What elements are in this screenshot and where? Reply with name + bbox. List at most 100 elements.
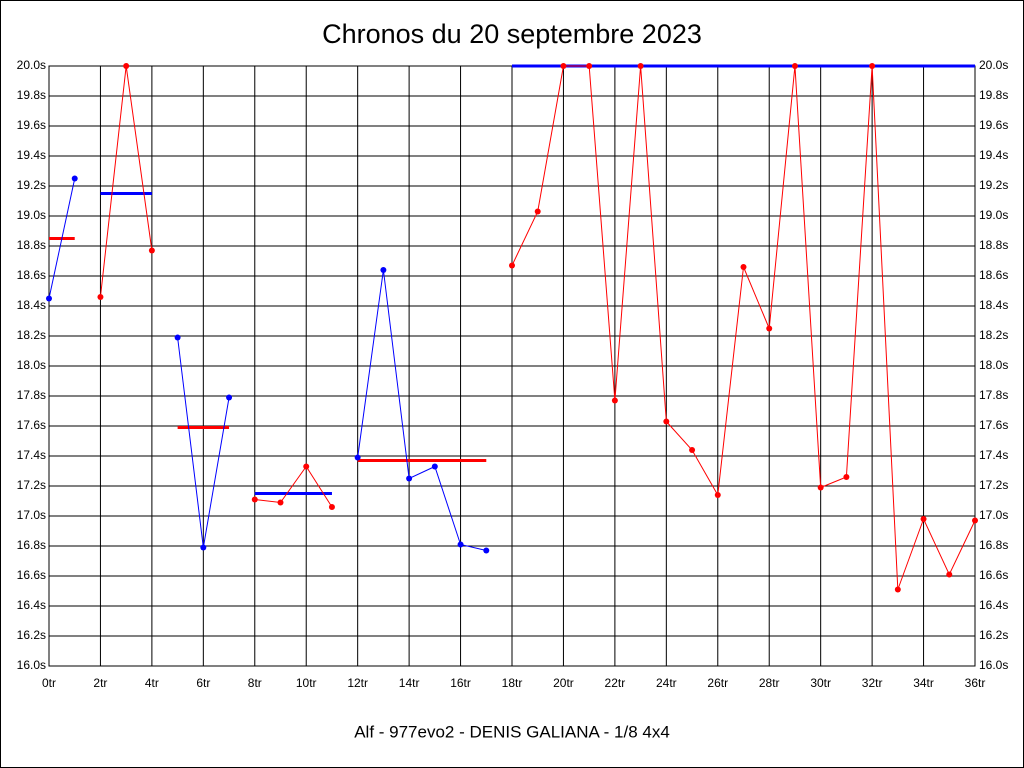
point [457,541,464,548]
y-tick-label: 18.4s [17,298,46,312]
point [354,454,361,461]
y-tick-label-right: 16.6s [979,568,1008,582]
x-tick-label: 12tr [347,676,368,690]
y-tick-label: 17.6s [17,418,46,432]
y-tick-label-right: 18.0s [979,358,1008,372]
point [586,63,593,69]
point [689,447,696,453]
y-tick-label: 19.8s [17,88,46,102]
y-tick-label: 18.6s [17,268,46,282]
x-tick-label: 8tr [248,676,262,690]
y-tick-label-right: 18.8s [979,238,1008,252]
x-tick-label: 16tr [450,676,471,690]
y-tick-label: 17.0s [17,508,46,522]
point [46,295,52,302]
x-tick-label: 36tr [965,676,986,690]
point [637,63,644,69]
point [174,334,181,341]
y-tick-label-right: 17.8s [979,388,1008,402]
point [97,294,104,300]
y-tick-label: 16.4s [17,598,46,612]
y-tick-label: 17.2s [17,478,46,492]
y-tick-label-right: 19.4s [979,148,1008,162]
y-tick-label: 18.8s [17,238,46,252]
y-tick-label: 16.2s [17,628,46,642]
y-tick-label: 19.6s [17,118,46,132]
point [71,175,78,182]
point [894,586,901,593]
point [148,247,155,254]
point [791,63,798,69]
x-tick-label: 2tr [93,676,107,690]
y-tick-label-right: 16.0s [979,658,1008,672]
point [380,267,387,273]
y-tick-label-right: 18.4s [979,298,1008,312]
point [920,516,927,522]
x-tick-label: 28tr [759,676,780,690]
point [560,63,567,69]
y-tick-label: 18.2s [17,328,46,342]
point [946,571,953,578]
point [483,547,490,554]
point [406,475,413,482]
x-tick-label: 24tr [656,676,677,690]
point [226,394,233,401]
y-tick-label: 20.0s [17,58,46,72]
x-tick-label: 14tr [399,676,420,690]
point [714,492,721,498]
chart-title: Chronos du 20 septembre 2023 [322,19,702,49]
y-tick-label-right: 16.8s [979,538,1008,552]
y-tick-label: 19.4s [17,148,46,162]
x-tick-label: 26tr [707,676,728,690]
y-tick-label: 19.0s [17,208,46,222]
point [611,397,618,404]
y-tick-label-right: 16.4s [979,598,1008,612]
point [200,544,207,551]
point [303,463,310,470]
point [663,418,670,425]
point [972,517,978,524]
y-tick-label-right: 17.6s [979,418,1008,432]
y-tick-label: 16.8s [17,538,46,552]
y-tick-label-right: 18.2s [979,328,1008,342]
y-tick-label: 16.6s [17,568,46,582]
point [123,63,130,69]
y-tick-label-right: 18.6s [979,268,1008,282]
point [431,463,438,470]
y-tick-label: 17.4s [17,448,46,462]
point [869,63,876,69]
x-tick-label: 32tr [862,676,883,690]
x-tick-label: 22tr [605,676,626,690]
y-tick-label-right: 17.2s [979,478,1008,492]
y-tick-label-right: 17.4s [979,448,1008,462]
y-tick-label-right: 19.0s [979,208,1008,222]
y-tick-label: 18.0s [17,358,46,372]
point [277,499,284,506]
y-tick-label: 17.8s [17,388,46,402]
y-tick-label: 19.2s [17,178,46,192]
x-tick-label: 4tr [145,676,159,690]
series-line [254,465,333,508]
point [328,504,335,510]
point [817,484,824,491]
y-tick-label-right: 17.0s [979,508,1008,522]
point [534,208,541,215]
point [509,262,515,269]
point [843,474,850,480]
x-tick-label: 34tr [913,676,934,690]
y-tick-label-right: 16.2s [979,628,1008,642]
point [251,496,258,503]
x-tick-label: 0tr [42,676,56,690]
y-tick-label-right: 20.0s [979,58,1008,72]
x-tick-label: 6tr [196,676,210,690]
y-tick-label-right: 19.8s [979,88,1008,102]
point [740,264,747,270]
x-axis-label: Alf - 977evo2 - DENIS GALIANA - 1/8 4x4 [354,722,670,741]
x-tick-label: 18tr [502,676,523,690]
y-tick-label-right: 19.6s [979,118,1008,132]
y-tick-label-right: 19.2s [979,178,1008,192]
x-tick-label: 30tr [810,676,831,690]
x-tick-label: 20tr [553,676,574,690]
series-line [48,178,76,299]
